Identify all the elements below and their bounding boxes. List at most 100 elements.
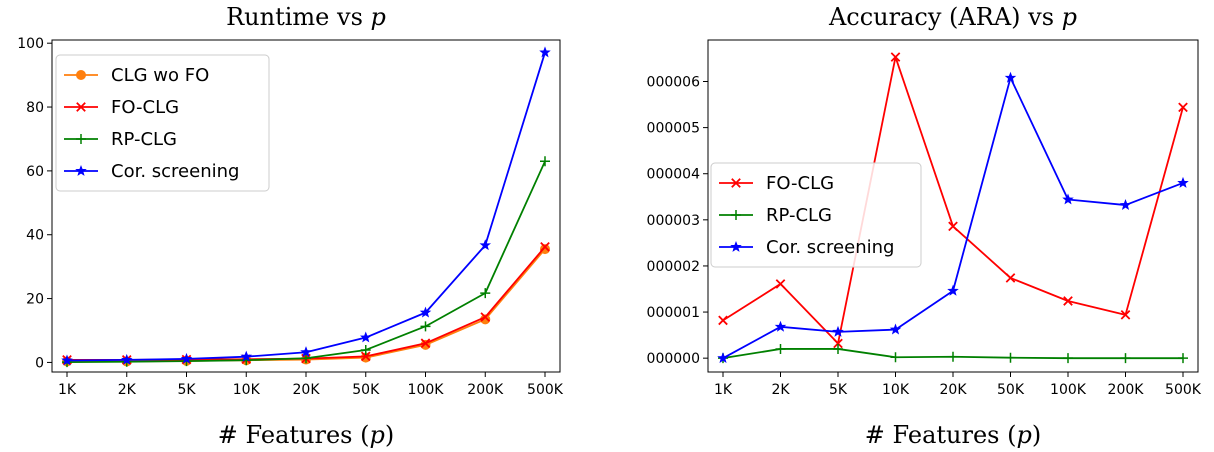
series-cor-screening bbox=[61, 46, 551, 366]
data-point bbox=[540, 156, 550, 167]
data-point bbox=[540, 244, 550, 255]
data-point bbox=[1178, 102, 1188, 113]
x-axis-label: # Features (p) bbox=[865, 421, 1041, 449]
x-tick-label: 5K bbox=[177, 382, 196, 398]
y-tick-label: 000000 bbox=[647, 351, 700, 367]
legend-marker bbox=[75, 164, 87, 176]
legend-item: Cor. screening bbox=[64, 161, 239, 182]
x-tick-label: 20K bbox=[293, 382, 321, 398]
legend-marker bbox=[730, 240, 742, 252]
data-point bbox=[948, 221, 958, 232]
y-tick-label: 60 bbox=[26, 164, 44, 180]
data-point bbox=[479, 239, 492, 251]
x-tick-label: 500K bbox=[527, 382, 564, 398]
data-point bbox=[419, 306, 432, 318]
y-tick-label: 000004 bbox=[647, 167, 701, 183]
data-point bbox=[1005, 273, 1016, 283]
legend: FO-CLG RP-CLG Cor. screening bbox=[710, 162, 922, 268]
data-point bbox=[539, 46, 551, 58]
data-point bbox=[774, 320, 787, 332]
y-tick-label: 40 bbox=[26, 228, 44, 244]
y-tick-label: 80 bbox=[26, 100, 44, 116]
data-point bbox=[120, 353, 133, 365]
series-rp-clg bbox=[718, 343, 1188, 364]
legend-label: FO-CLG bbox=[111, 97, 179, 118]
y-tick-label: 000002 bbox=[647, 259, 700, 275]
legend-box bbox=[55, 54, 270, 192]
chart-title: Runtime vs p bbox=[226, 3, 386, 31]
legend-label: Cor. screening bbox=[766, 237, 894, 258]
data-point bbox=[240, 350, 253, 362]
data-point bbox=[947, 284, 959, 296]
x-tick-label: 500K bbox=[1165, 382, 1202, 398]
x-tick-label: 5K bbox=[829, 382, 848, 398]
legend-item: CLG wo FO bbox=[64, 65, 209, 86]
data-point bbox=[948, 351, 958, 362]
data-point bbox=[540, 242, 550, 252]
x-tick-label: 100K bbox=[408, 382, 445, 398]
legend-marker bbox=[76, 134, 86, 144]
data-point bbox=[1062, 193, 1074, 205]
legend-item: RP-CLG bbox=[719, 205, 832, 226]
series-line bbox=[67, 248, 546, 363]
data-point bbox=[1119, 199, 1132, 210]
legend: CLG wo FO FO-CLG RP-CLG Cor. screening bbox=[55, 54, 270, 192]
y-tick-label: 000006 bbox=[647, 75, 701, 91]
series-line bbox=[67, 246, 546, 361]
data-point bbox=[1120, 353, 1131, 364]
legend-label: RP-CLG bbox=[766, 205, 832, 226]
data-point bbox=[890, 52, 901, 62]
data-point bbox=[420, 338, 431, 349]
legend-label: Cor. screening bbox=[111, 161, 239, 182]
legend-label: FO-CLG bbox=[766, 173, 834, 194]
x-tick-label: 10K bbox=[882, 382, 910, 398]
series-fo-clg bbox=[718, 52, 1188, 349]
x-tick-label: 2K bbox=[118, 382, 137, 398]
y-tick-label: 0 bbox=[35, 355, 44, 371]
y-tick-label: 000003 bbox=[647, 213, 700, 229]
y-tick-label: 000001 bbox=[647, 305, 700, 321]
x-tick-label: 1K bbox=[58, 382, 77, 398]
x-tick-label: 200K bbox=[1108, 382, 1145, 398]
x-tick-label: 200K bbox=[467, 382, 504, 398]
y-tick-label: 20 bbox=[26, 292, 44, 308]
data-point bbox=[833, 338, 843, 349]
legend-label: CLG wo FO bbox=[111, 65, 209, 86]
data-point bbox=[480, 288, 491, 299]
chart-title: Accuracy (ARA) vs p bbox=[828, 3, 1077, 31]
y-tick-label: 000005 bbox=[647, 121, 700, 137]
legend-label: RP-CLG bbox=[111, 129, 177, 150]
data-point bbox=[360, 344, 371, 355]
legend-marker bbox=[76, 102, 86, 112]
x-tick-label: 10K bbox=[233, 382, 261, 398]
chart-panel-1: Runtime vs p # Features (p) 1K 2K 5K 10K 20K 50… bbox=[17, 3, 564, 449]
data-point bbox=[1005, 352, 1016, 363]
legend-item: Cor. screening bbox=[719, 237, 894, 258]
data-point bbox=[360, 351, 371, 362]
chart-panel-2: Accuracy (ARA) vs p # Features (p) 1K 2K 5K 1… bbox=[647, 3, 1202, 449]
legend-marker bbox=[76, 70, 86, 80]
series-rp-clg bbox=[62, 156, 550, 368]
data-point bbox=[1004, 71, 1017, 83]
data-point bbox=[480, 312, 491, 322]
data-point bbox=[775, 279, 786, 289]
y-tick-label: 100 bbox=[17, 36, 44, 52]
x-tick-label: 2K bbox=[771, 382, 790, 398]
x-tick-label: 50K bbox=[997, 382, 1025, 398]
data-point bbox=[718, 315, 728, 326]
data-point bbox=[833, 343, 843, 354]
x-tick-label: 100K bbox=[1050, 382, 1087, 398]
data-point bbox=[775, 343, 786, 354]
data-point bbox=[832, 325, 844, 337]
data-point bbox=[717, 352, 729, 364]
data-point bbox=[301, 353, 311, 364]
series-fo-clg bbox=[62, 242, 550, 365]
data-point bbox=[1177, 176, 1189, 188]
data-point bbox=[889, 323, 902, 335]
x-tick-label: 20K bbox=[940, 382, 968, 398]
data-point bbox=[180, 352, 193, 364]
data-point bbox=[420, 321, 431, 332]
data-point bbox=[1063, 353, 1073, 364]
data-point bbox=[890, 352, 901, 363]
